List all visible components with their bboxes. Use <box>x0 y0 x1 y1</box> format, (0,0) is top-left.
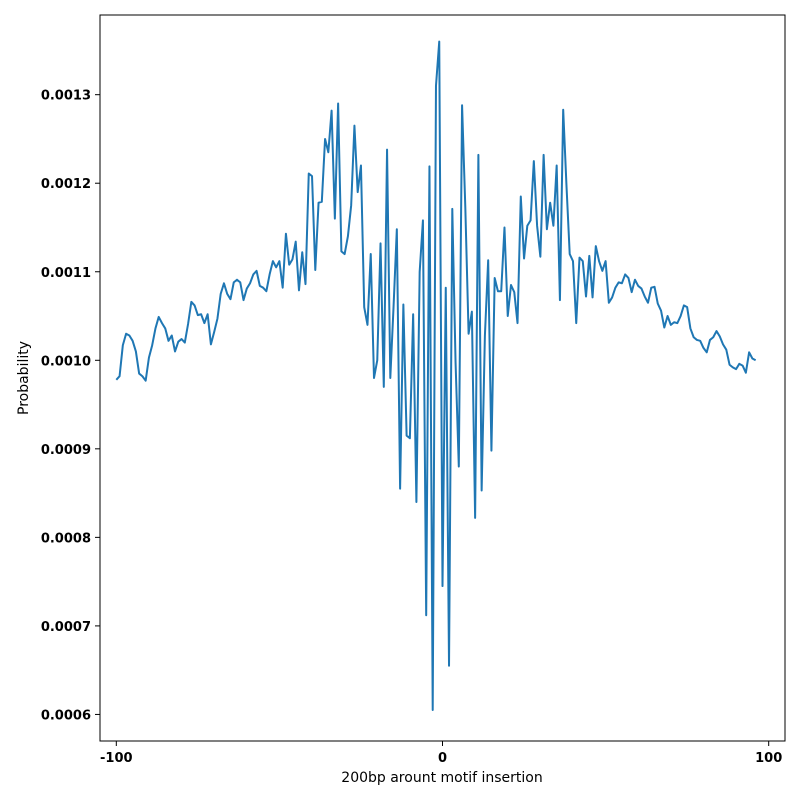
y-tick-label: 0.0008 <box>41 531 91 546</box>
y-axis-title: Probability <box>16 341 32 415</box>
y-tick-label: 0.0006 <box>41 708 91 723</box>
y-tick-label: 0.0009 <box>41 443 91 458</box>
x-axis-title: 200bp arount motif insertion <box>341 770 542 786</box>
x-tick-label: 100 <box>755 751 782 766</box>
y-axis: 0.0006 0.0007 0.0008 0.0009 0.0010 0.0011 0.00… <box>41 89 100 723</box>
y-tick-label: 0.0012 <box>41 177 91 192</box>
series-layer <box>115 40 757 712</box>
series-line-0 <box>115 40 757 712</box>
x-tick-label: -100 <box>100 751 133 766</box>
x-axis: -100 0 100 <box>100 741 782 766</box>
x-tick-label: 0 <box>438 751 447 766</box>
y-tick-label: 0.0013 <box>41 89 91 104</box>
y-tick-label: 0.0011 <box>41 266 91 281</box>
y-tick-label: 0.0007 <box>41 620 91 635</box>
y-tick-label: 0.0010 <box>41 354 91 369</box>
